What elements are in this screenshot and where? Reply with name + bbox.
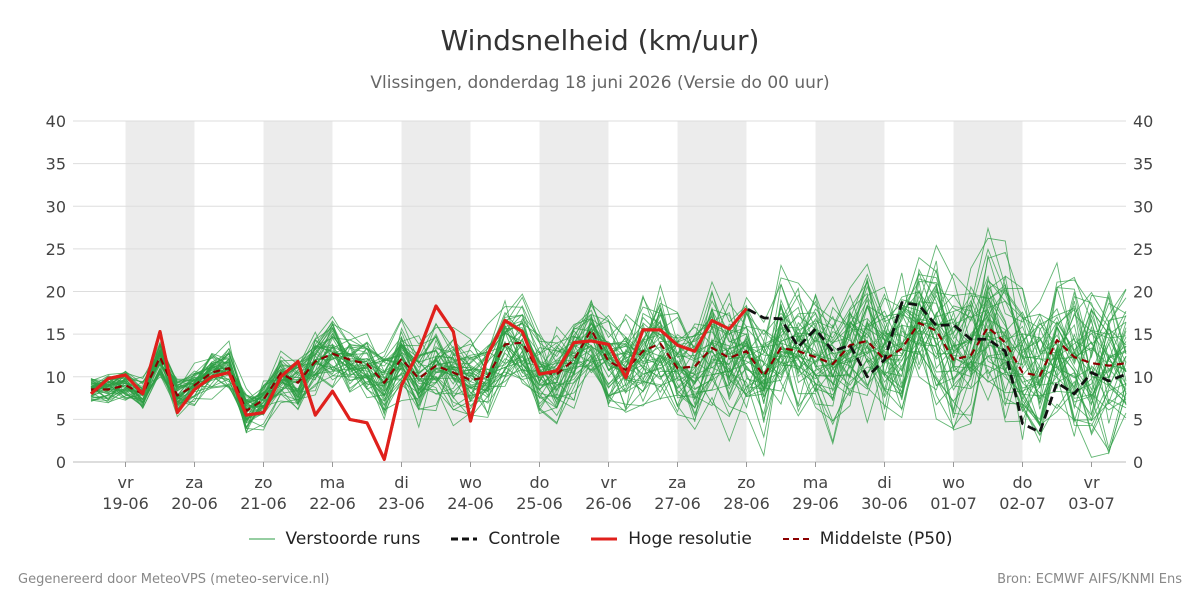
x-tick-day-02-07: do (1013, 473, 1033, 492)
legend-label-hires: Hoge resolutie (628, 529, 752, 549)
ensemble-members (90, 226, 1127, 458)
x-tick-day-25-06: do (530, 473, 550, 492)
x-tick-date-30-06: 30-06 (861, 494, 908, 513)
legend-swatch-control (451, 537, 478, 541)
x-tick-day-20-06: za (185, 473, 203, 492)
x-tick-day-28-06: zo (737, 473, 755, 492)
x-tick-day-23-06: di (394, 473, 409, 492)
x-tick-date-23-06: 23-06 (378, 494, 425, 513)
x-tick-date-20-06: 20-06 (171, 494, 218, 513)
x-tick-date-02-07: 02-07 (999, 494, 1046, 513)
x-tick-day-22-06: ma (320, 473, 345, 492)
y-tick-right-35: 35 (1133, 155, 1153, 174)
y-tick-left-40: 40 (46, 112, 66, 131)
y-tick-right-40: 40 (1133, 112, 1153, 131)
y-tick-right-5: 5 (1133, 410, 1143, 429)
x-tick-date-27-06: 27-06 (654, 494, 701, 513)
member-line-20 (90, 294, 1127, 434)
x-tick-day-01-07: wo (942, 473, 965, 492)
legend-swatch-hires (591, 537, 618, 541)
x-tick-date-03-07: 03-07 (1068, 494, 1115, 513)
y-tick-left-15: 15 (46, 325, 66, 344)
y-tick-left-20: 20 (46, 283, 66, 302)
x-tick-date-28-06: 28-06 (723, 494, 770, 513)
y-tick-right-20: 20 (1133, 283, 1153, 302)
y-tick-left-35: 35 (46, 155, 66, 174)
x-axis: vr 19-06 za 20-06 zo 21-06 ma 22-06 di 23-06 wo 24-… (102, 462, 1115, 513)
x-tick-day-29-06: ma (803, 473, 828, 492)
x-tick-date-26-06: 26-06 (585, 494, 632, 513)
y-tick-left-10: 10 (46, 368, 66, 387)
x-tick-date-01-07: 01-07 (930, 494, 977, 513)
x-tick-date-24-06: 24-06 (447, 494, 494, 513)
legend-item-control[interactable]: Controle (450, 529, 560, 549)
member-line-50 (90, 292, 1127, 418)
member-line-11 (90, 263, 1127, 431)
footer-generator[interactable]: Gegenereerd door MeteoVPS (meteo-service… (18, 572, 330, 587)
x-tick-date-29-06: 29-06 (792, 494, 839, 513)
member-line-47 (90, 271, 1127, 414)
x-tick-day-24-06: wo (459, 473, 482, 492)
x-tick-day-26-06: vr (600, 473, 616, 492)
x-tick-date-21-06: 21-06 (240, 494, 287, 513)
y-tick-right-30: 30 (1133, 197, 1153, 216)
x-tick-day-21-06: zo (254, 473, 272, 492)
footer-source: Bron: ECMWF AIFS/KNMI Ens (997, 572, 1182, 587)
hires-line (89, 304, 748, 461)
median-line (91, 321, 1127, 412)
x-tick-day-27-06: za (668, 473, 686, 492)
y-tick-left-5: 5 (56, 410, 66, 429)
legend-label-control: Controle (488, 529, 561, 549)
x-tick-date-22-06: 22-06 (309, 494, 356, 513)
legend-label-median: Middelste (P50) (819, 529, 953, 549)
y-axis-left: 0 5 10 15 20 25 30 35 40 (46, 112, 66, 472)
y-tick-right-25: 25 (1133, 240, 1153, 259)
y-tick-left-25: 25 (46, 240, 66, 259)
y-axis-right: 0 5 10 15 20 25 30 35 40 (1133, 112, 1153, 472)
x-tick-day-19-06: vr (117, 473, 133, 492)
x-tick-day-03-07: vr (1083, 473, 1099, 492)
legend-item-hires[interactable]: Hoge resolutie (590, 529, 752, 549)
y-tick-left-0: 0 (56, 453, 66, 472)
x-tick-date-25-06: 25-06 (516, 494, 563, 513)
legend-item-members[interactable]: Verstoorde runs (248, 529, 421, 549)
member-line-36 (90, 285, 1127, 424)
main-series (89, 301, 1127, 461)
member-line-28 (90, 287, 1127, 429)
y-tick-right-15: 15 (1133, 325, 1153, 344)
y-tick-right-0: 0 (1133, 453, 1143, 472)
member-line-43 (90, 303, 1127, 427)
legend-swatch-members (248, 538, 275, 540)
legend-label-members: Verstoorde runs (285, 529, 421, 549)
x-tick-day-30-06: di (877, 473, 892, 492)
legend-swatch-median (782, 538, 809, 540)
chart-subtitle: Vlissingen, donderdag 18 juni 2026 (Vers… (370, 73, 830, 93)
x-tick-date-19-06: 19-06 (102, 494, 149, 513)
y-tick-left-30: 30 (46, 197, 66, 216)
chart-title: Windsnelheid (km/uur) (440, 24, 760, 57)
y-tick-right-10: 10 (1133, 368, 1153, 387)
legend-item-median[interactable]: Middelste (P50) (782, 529, 953, 549)
legend: Verstoorde runs Controle Hoge resolutie … (0, 529, 1200, 549)
member-line-49 (90, 284, 1127, 458)
